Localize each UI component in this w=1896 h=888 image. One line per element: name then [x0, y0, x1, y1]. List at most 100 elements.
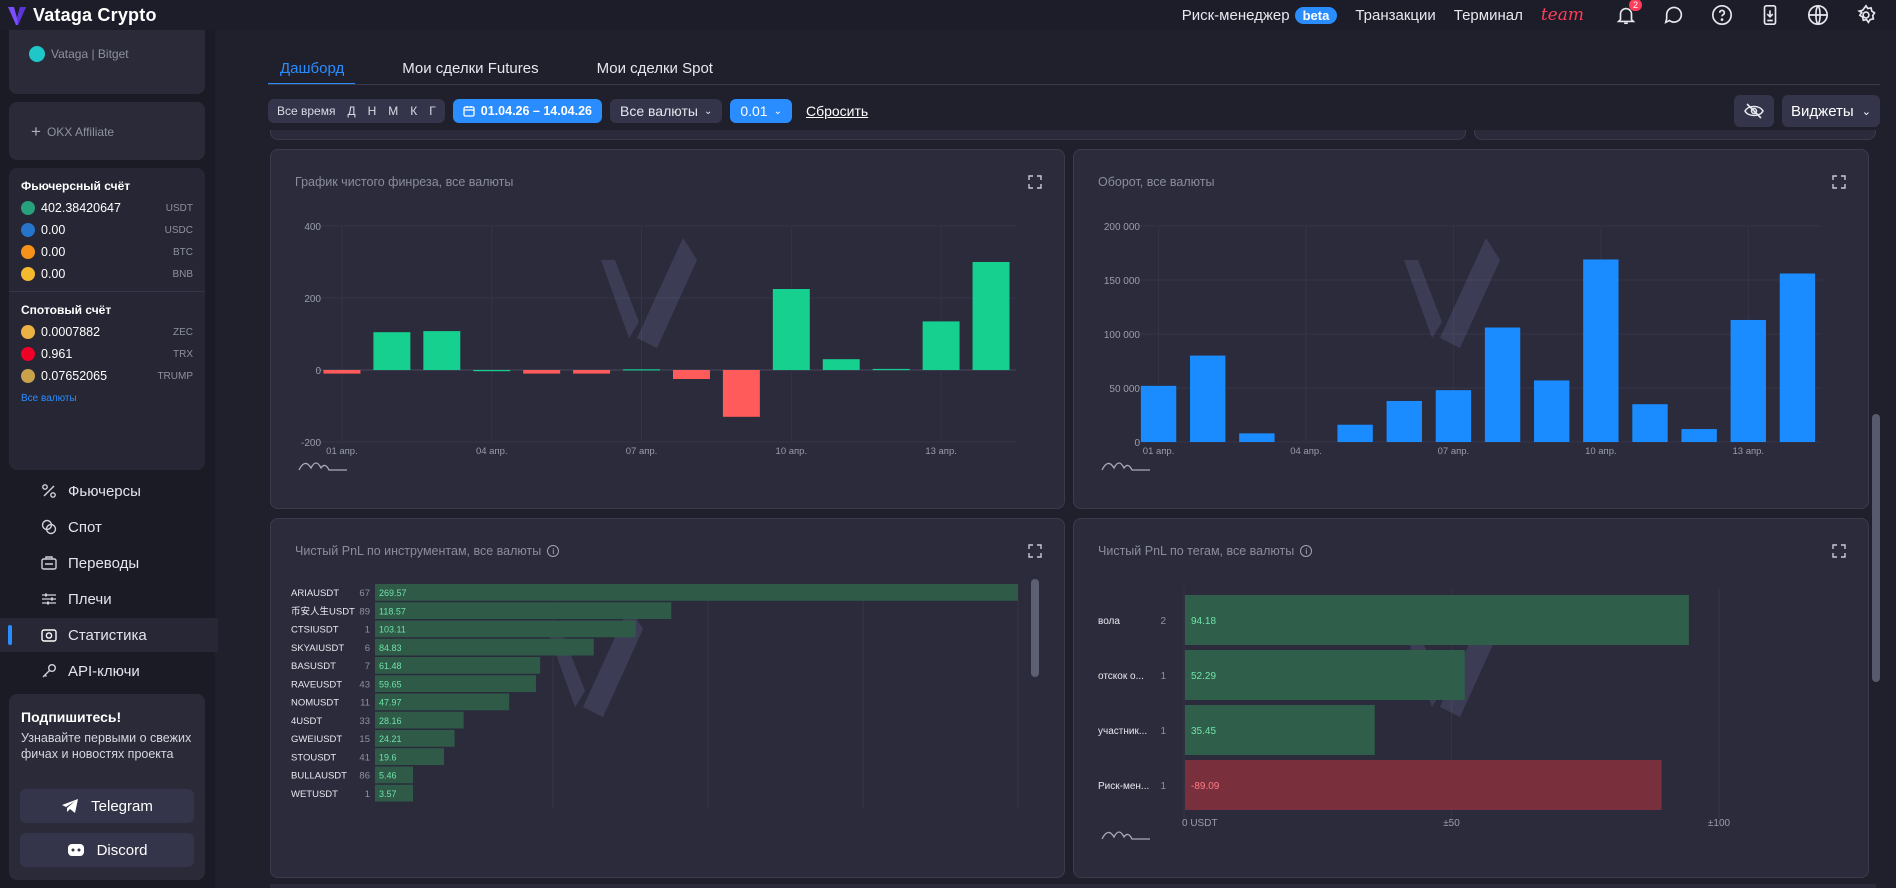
sidebar: Vataga | Bitget + OKX Affiliate Фьючерсн…	[0, 30, 218, 888]
okx-affiliate-card[interactable]: + OKX Affiliate	[9, 102, 205, 160]
transfer-icon	[40, 554, 58, 572]
all-currencies-link[interactable]: Все валюты	[21, 393, 77, 404]
globe-icon[interactable]	[1806, 3, 1830, 27]
trade-count: 67	[359, 588, 370, 599]
bar	[1185, 760, 1662, 810]
sidebar-item-transfers[interactable]: Переводы	[0, 546, 218, 580]
bar	[1386, 400, 1422, 442]
exchange-card[interactable]: Vataga | Bitget	[9, 30, 205, 94]
percent-icon	[40, 482, 58, 500]
plus-icon: +	[31, 122, 41, 141]
discord-label: Discord	[96, 841, 148, 859]
widgets-button[interactable]: Виджеты ⌄	[1782, 95, 1880, 127]
period-day[interactable]: Д	[347, 104, 356, 118]
bar-value-label: 84.83	[379, 643, 402, 653]
x-tick-label: 04 апр.	[1290, 446, 1322, 457]
chat-icon[interactable]	[1662, 3, 1686, 27]
bell-icon[interactable]: 2	[1614, 0, 1642, 27]
bar	[972, 262, 1010, 370]
panel-edge-left	[270, 130, 1466, 140]
help-icon[interactable]	[1710, 3, 1734, 27]
page-scrollbar[interactable]	[1872, 414, 1880, 682]
bar-value-label: 59.65	[379, 679, 402, 689]
bar-value-label: 24.21	[379, 734, 402, 744]
expand-icon[interactable]	[1028, 175, 1042, 189]
tag-label: участник...	[1098, 726, 1147, 737]
team-link[interactable]: team	[1540, 5, 1584, 25]
bar	[1337, 424, 1373, 442]
bar	[1185, 705, 1375, 755]
logo[interactable]: Vataga Crypto	[7, 4, 157, 26]
tag-label: вола	[1098, 616, 1120, 627]
tabs-divider	[268, 84, 1880, 85]
instrument-label: 4USDT	[291, 716, 322, 727]
settings-gear-icon[interactable]	[1854, 3, 1878, 27]
bar	[375, 748, 445, 765]
tab-futures-trades[interactable]: Мои сделки Futures	[402, 60, 539, 77]
tag-label: отскок о...	[1098, 671, 1144, 682]
currency-code: BNB	[172, 268, 193, 280]
bar-value-label: 3.57	[379, 789, 397, 799]
tag-count: 1	[1160, 726, 1166, 737]
sidebar-item-label: Плечи	[68, 590, 112, 608]
balance-value: 402.38420647	[41, 201, 121, 215]
sidebar-item-leverage[interactable]: Плечи	[0, 582, 218, 616]
turnover-chart: 200 000 150 000 100 000 50 000 001 апр. 04 ап…	[1101, 222, 1822, 471]
period-quarter[interactable]: К	[410, 104, 418, 118]
info-icon[interactable]: i	[1300, 545, 1313, 557]
expand-icon[interactable]	[1832, 175, 1846, 189]
sidebar-item-api-keys[interactable]: API-ключи	[0, 654, 218, 688]
terminal-link[interactable]: Терминал	[1453, 6, 1523, 24]
bar	[1681, 429, 1717, 442]
download-icon[interactable]	[1758, 3, 1782, 27]
transactions-link[interactable]: Транзакции	[1355, 6, 1436, 24]
trade-count: 1	[365, 625, 370, 636]
y-tick-label: 0	[1134, 438, 1140, 449]
accounts-card: Фьючерсный счёт 402.38420647 USDT 0.00 USDC…	[9, 168, 205, 470]
currency-code: BTC	[173, 246, 193, 258]
app-name: Vataga Crypto	[33, 4, 157, 25]
currency-select[interactable]: Все валюты ⌄	[610, 99, 723, 123]
expand-icon[interactable]	[1832, 544, 1846, 558]
bar	[573, 370, 611, 374]
sidebar-item-label: Переводы	[68, 554, 140, 572]
pnl-by-tags-chart: вола 2 94.18 отскок о... 1 52.29 участник... 1 3…	[1098, 589, 1731, 840]
period-week[interactable]: Н	[367, 104, 377, 118]
bar	[375, 766, 413, 784]
sidebar-item-statistics[interactable]: Статистика	[0, 618, 218, 652]
chart-scrollbar	[1031, 579, 1039, 677]
period-all-time[interactable]: Все время	[277, 104, 336, 118]
btc-coin-icon	[21, 245, 35, 259]
threshold-select[interactable]: 0.01 ⌄	[730, 99, 792, 123]
bar	[423, 331, 461, 370]
tab-spot-trades[interactable]: Мои сделки Spot	[596, 60, 713, 77]
bar	[672, 370, 710, 379]
futures-account-title: Фьючерсный счёт	[21, 179, 131, 193]
currency-code: TRX	[173, 348, 193, 360]
trx-coin-icon	[21, 347, 35, 361]
expand-icon[interactable]	[1028, 544, 1042, 558]
panel-edge-right	[1474, 130, 1876, 140]
period-month[interactable]: М	[388, 104, 399, 118]
discord-button[interactable]: Discord	[20, 833, 194, 867]
sidebar-item-futures[interactable]: Фьючерсы	[0, 474, 218, 508]
subscribe-text-1: Узнавайте первыми о свежих	[21, 731, 192, 745]
bar	[375, 711, 464, 729]
date-range-button[interactable]: 01.04.26 – 14.04.26	[452, 99, 603, 123]
y-tick-label: 150 000	[1104, 276, 1141, 287]
bar	[375, 730, 455, 747]
sidebar-item-spot[interactable]: Спот	[0, 510, 218, 544]
panel-title: График чистого финреза, все валюты	[295, 175, 514, 189]
info-icon[interactable]: i	[547, 545, 560, 557]
hide-values-button[interactable]	[1734, 95, 1774, 127]
risk-manager-link[interactable]: Риск-менеджер beta	[1182, 6, 1338, 24]
telegram-button[interactable]: Telegram	[20, 789, 194, 823]
bar-value-label: 28.16	[379, 716, 402, 726]
reset-link[interactable]: Сбросить	[805, 103, 869, 119]
discord-icon	[67, 844, 84, 856]
period-year[interactable]: Г	[429, 104, 436, 118]
tab-dashboard[interactable]: Дашборд	[268, 55, 356, 85]
bar	[1185, 595, 1689, 645]
period-selector: Все время Д Н М К Г	[268, 99, 445, 123]
